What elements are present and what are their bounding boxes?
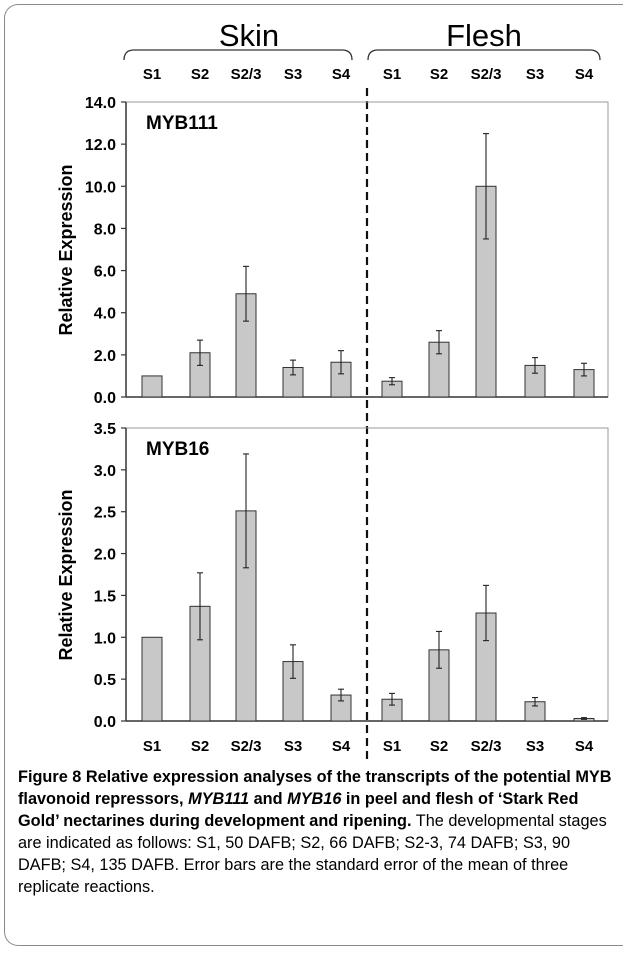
bar-skin-s1 bbox=[141, 375, 163, 398]
y-tick-label: 2.5 bbox=[94, 505, 116, 522]
bottom-category-label-flesh-s2: S2 bbox=[430, 738, 448, 755]
caption-gene1: MYB111 bbox=[188, 790, 250, 808]
caption-and: and bbox=[253, 790, 283, 808]
bar-skin-s1 bbox=[141, 636, 163, 722]
gene-label-myb111: MYB111 bbox=[146, 113, 218, 134]
bottom-category-label-flesh-s3: S3 bbox=[526, 738, 544, 755]
y-axis-label: Relative Expression bbox=[56, 489, 76, 660]
caption-title-rest: in peel and flesh of ‘Stark Red Gold’ ne… bbox=[18, 790, 579, 830]
bottom-category-label-flesh-s1: S1 bbox=[383, 738, 401, 755]
top-category-label-skin-s3: S3 bbox=[284, 66, 302, 83]
y-tick-label: 14.0 bbox=[85, 95, 116, 112]
group-label-flesh: Flesh bbox=[446, 18, 522, 53]
y-tick-label: 0.0 bbox=[94, 714, 116, 731]
caption-gene2: MYB16 bbox=[287, 790, 342, 808]
bottom-category-label-skin-s3: S3 bbox=[284, 738, 302, 755]
y-tick-label: 1.0 bbox=[94, 630, 116, 647]
y-tick-label: 12.0 bbox=[85, 137, 116, 154]
figure-caption: Figure 8 Relative expression analyses of… bbox=[18, 766, 618, 898]
bottom-category-label-skin-s1: S1 bbox=[143, 738, 161, 755]
bottom-category-label-skin-s2: S2 bbox=[191, 738, 209, 755]
gene-label-myb16: MYB16 bbox=[146, 439, 209, 460]
y-tick-label: 10.0 bbox=[85, 179, 116, 196]
y-tick-label: 6.0 bbox=[94, 264, 116, 281]
y-tick-label: 8.0 bbox=[94, 221, 116, 238]
y-tick-label: 2.0 bbox=[94, 547, 116, 564]
top-category-label-skin-s2-3: S2/3 bbox=[231, 66, 262, 83]
y-tick-label: 1.5 bbox=[94, 588, 116, 605]
caption-body: The developmental stages are indicated a… bbox=[18, 812, 607, 896]
panel-myb16: 0.0 0.5 1.0 1.5 2.0 2.5 3.0 3.5 Relative Express… bbox=[56, 421, 609, 731]
bottom-category-label-flesh-s4: S4 bbox=[575, 738, 594, 755]
top-category-label-flesh-s2-3: S2/3 bbox=[471, 66, 502, 83]
top-category-label-skin-s2: S2 bbox=[191, 66, 209, 83]
bottom-category-label-skin-s2-3: S2/3 bbox=[231, 738, 262, 755]
group-brace-skin bbox=[123, 49, 353, 61]
y-tick-label: 3.0 bbox=[94, 463, 116, 480]
y-tick-label: 2.0 bbox=[94, 348, 116, 365]
panel-myb111: 0.0 2.0 4.0 6.0 8.0 10.0 12.0 14.0 Relative Expr… bbox=[56, 95, 609, 407]
y-tick-label: 0.0 bbox=[94, 390, 116, 407]
top-category-label-skin-s1: S1 bbox=[143, 66, 161, 83]
y-axis-label: Relative Expression bbox=[56, 164, 76, 335]
y-tick-label: 0.5 bbox=[94, 672, 116, 689]
group-label-skin: Skin bbox=[219, 18, 279, 53]
group-brace-flesh bbox=[367, 49, 601, 61]
top-category-label-flesh-s4: S4 bbox=[575, 66, 594, 83]
y-tick-label: 3.5 bbox=[94, 421, 116, 438]
top-category-label-flesh-s3: S3 bbox=[526, 66, 544, 83]
caption-title: Figure 8 Relative expression analyses of… bbox=[18, 768, 612, 808]
top-category-label-flesh-s2: S2 bbox=[430, 66, 448, 83]
top-category-label-skin-s4: S4 bbox=[332, 66, 351, 83]
top-category-label-flesh-s1: S1 bbox=[383, 66, 401, 83]
expression-chart: Skin Flesh S1 S1 S2 S2 S2/3 S2/3 S3 S3 S4 S4 S1 S1 S2 S… bbox=[56, 18, 609, 760]
figure-frame bbox=[4, 4, 623, 946]
bottom-category-label-flesh-s2-3: S2/3 bbox=[471, 738, 502, 755]
y-tick-label: 4.0 bbox=[94, 306, 116, 323]
bottom-category-label-skin-s4: S4 bbox=[332, 738, 351, 755]
